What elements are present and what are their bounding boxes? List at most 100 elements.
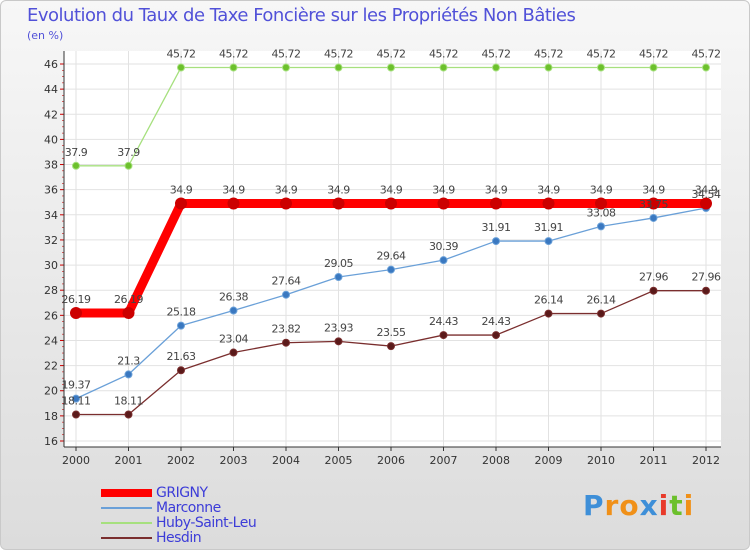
data-point-grigny (490, 197, 502, 210)
data-point-hesdin (492, 331, 500, 340)
x-tick-label: 2006 (377, 454, 405, 467)
data-label-hesdin: 23.93 (324, 321, 353, 334)
data-label-marconne: 29.64 (377, 250, 406, 263)
data-point-marconne (439, 256, 448, 265)
data-label-hesdin: 26.14 (587, 294, 616, 307)
data-point-marconne (649, 213, 658, 222)
data-label-hesdin: 24.43 (482, 315, 511, 328)
data-label-grigny: 34.9 (275, 183, 298, 196)
x-tick-label: 2003 (220, 454, 248, 467)
y-tick-label: 42 (44, 108, 58, 121)
y-tick-label: 18 (44, 410, 58, 423)
data-label-grigny: 26.19 (62, 293, 91, 306)
logo-letter: r (604, 489, 620, 522)
data-label-marconne: 26.38 (219, 291, 248, 304)
data-label-hesdin: 23.55 (377, 326, 406, 339)
data-point-grigny (385, 197, 397, 210)
legend-label: Marconne (156, 500, 221, 516)
data-point-huby-saint-leu (702, 63, 710, 72)
data-point-grigny (122, 306, 135, 319)
data-label-hesdin: 23.04 (219, 333, 248, 346)
legend-label: Hesdin (156, 530, 202, 546)
data-label-huby-saint-leu: 45.72 (482, 48, 511, 61)
logo-letter: x (639, 489, 659, 522)
data-point-huby-saint-leu (544, 63, 553, 72)
logo-letter: i (658, 489, 670, 522)
y-tick-label: 36 (44, 184, 58, 197)
data-point-hesdin (649, 286, 658, 295)
data-label-grigny: 34.9 (380, 183, 403, 196)
y-tick-label: 24 (44, 334, 58, 347)
data-label-grigny: 34.9 (485, 183, 508, 196)
data-label-marconne: 31.91 (482, 221, 511, 234)
data-label-huby-saint-leu: 45.72 (167, 48, 196, 61)
x-tick-label: 2011 (640, 454, 668, 467)
data-label-marconne: 33.08 (587, 206, 616, 219)
data-point-grigny (70, 306, 82, 319)
data-point-hesdin (124, 410, 133, 419)
data-label-marconne: 19.37 (62, 379, 91, 392)
y-tick-label: 30 (44, 259, 58, 272)
data-label-hesdin: 23.82 (272, 323, 301, 336)
data-label-huby-saint-leu: 45.72 (324, 48, 353, 61)
legend-label: Huby-Saint-Leu (156, 515, 257, 531)
y-tick-label: 38 (44, 159, 58, 172)
data-label-marconne: 31.91 (534, 221, 563, 234)
data-label-hesdin: 21.63 (167, 350, 196, 363)
logo-letter: o (619, 489, 640, 522)
data-label-huby-saint-leu: 45.72 (692, 48, 721, 61)
data-point-grigny (647, 197, 660, 210)
y-tick-label: 22 (44, 360, 58, 373)
y-tick-label: 40 (44, 133, 58, 146)
data-point-marconne (177, 321, 185, 330)
data-point-hesdin (334, 337, 343, 346)
data-label-hesdin: 24.43 (429, 315, 458, 328)
y-tick-label: 46 (44, 58, 58, 71)
data-point-grigny (332, 197, 345, 210)
data-label-marconne: 30.39 (429, 240, 458, 253)
data-point-huby-saint-leu (649, 63, 658, 72)
data-point-marconne (492, 237, 500, 246)
data-point-marconne (597, 222, 605, 231)
data-point-grigny (227, 197, 240, 210)
data-point-hesdin (72, 410, 80, 419)
data-point-huby-saint-leu (72, 161, 80, 170)
data-point-grigny (437, 197, 450, 210)
data-label-grigny: 34.9 (642, 183, 665, 196)
data-label-marconne: 34.54 (692, 188, 721, 201)
data-point-hesdin (229, 348, 238, 357)
data-point-grigny (542, 197, 555, 210)
data-point-marconne (124, 370, 133, 379)
data-label-grigny: 34.9 (327, 183, 350, 196)
plot-area (64, 51, 721, 447)
data-point-huby-saint-leu (387, 63, 395, 72)
data-label-grigny: 34.9 (695, 183, 718, 196)
data-point-marconne (229, 306, 238, 315)
data-label-marconne: 25.18 (167, 306, 196, 319)
data-label-hesdin: 18.11 (62, 394, 91, 407)
data-label-marconne: 29.05 (324, 257, 353, 270)
data-label-marconne: 21.3 (117, 354, 140, 367)
data-point-hesdin (387, 342, 395, 351)
legend-swatch (101, 537, 152, 539)
data-point-marconne (387, 265, 395, 274)
data-label-grigny: 34.9 (222, 183, 245, 196)
data-point-marconne (282, 290, 290, 299)
data-label-huby-saint-leu: 37.9 (65, 146, 88, 159)
data-point-huby-saint-leu (124, 161, 133, 170)
data-label-hesdin: 18.11 (114, 394, 143, 407)
data-label-grigny: 34.9 (432, 183, 455, 196)
logo-letter: P (583, 489, 605, 522)
data-point-hesdin (702, 286, 710, 295)
data-point-grigny (280, 197, 292, 210)
data-label-huby-saint-leu: 45.72 (272, 48, 301, 61)
data-point-huby-saint-leu (597, 63, 605, 72)
chart-title: Evolution du Taux de Taxe Foncière sur l… (27, 5, 576, 26)
x-tick-label: 2007 (430, 454, 458, 467)
data-label-huby-saint-leu: 45.72 (534, 48, 563, 61)
data-point-grigny (175, 197, 187, 210)
data-point-marconne (544, 237, 553, 246)
data-label-huby-saint-leu: 37.9 (117, 146, 140, 159)
data-point-marconne (334, 273, 343, 282)
